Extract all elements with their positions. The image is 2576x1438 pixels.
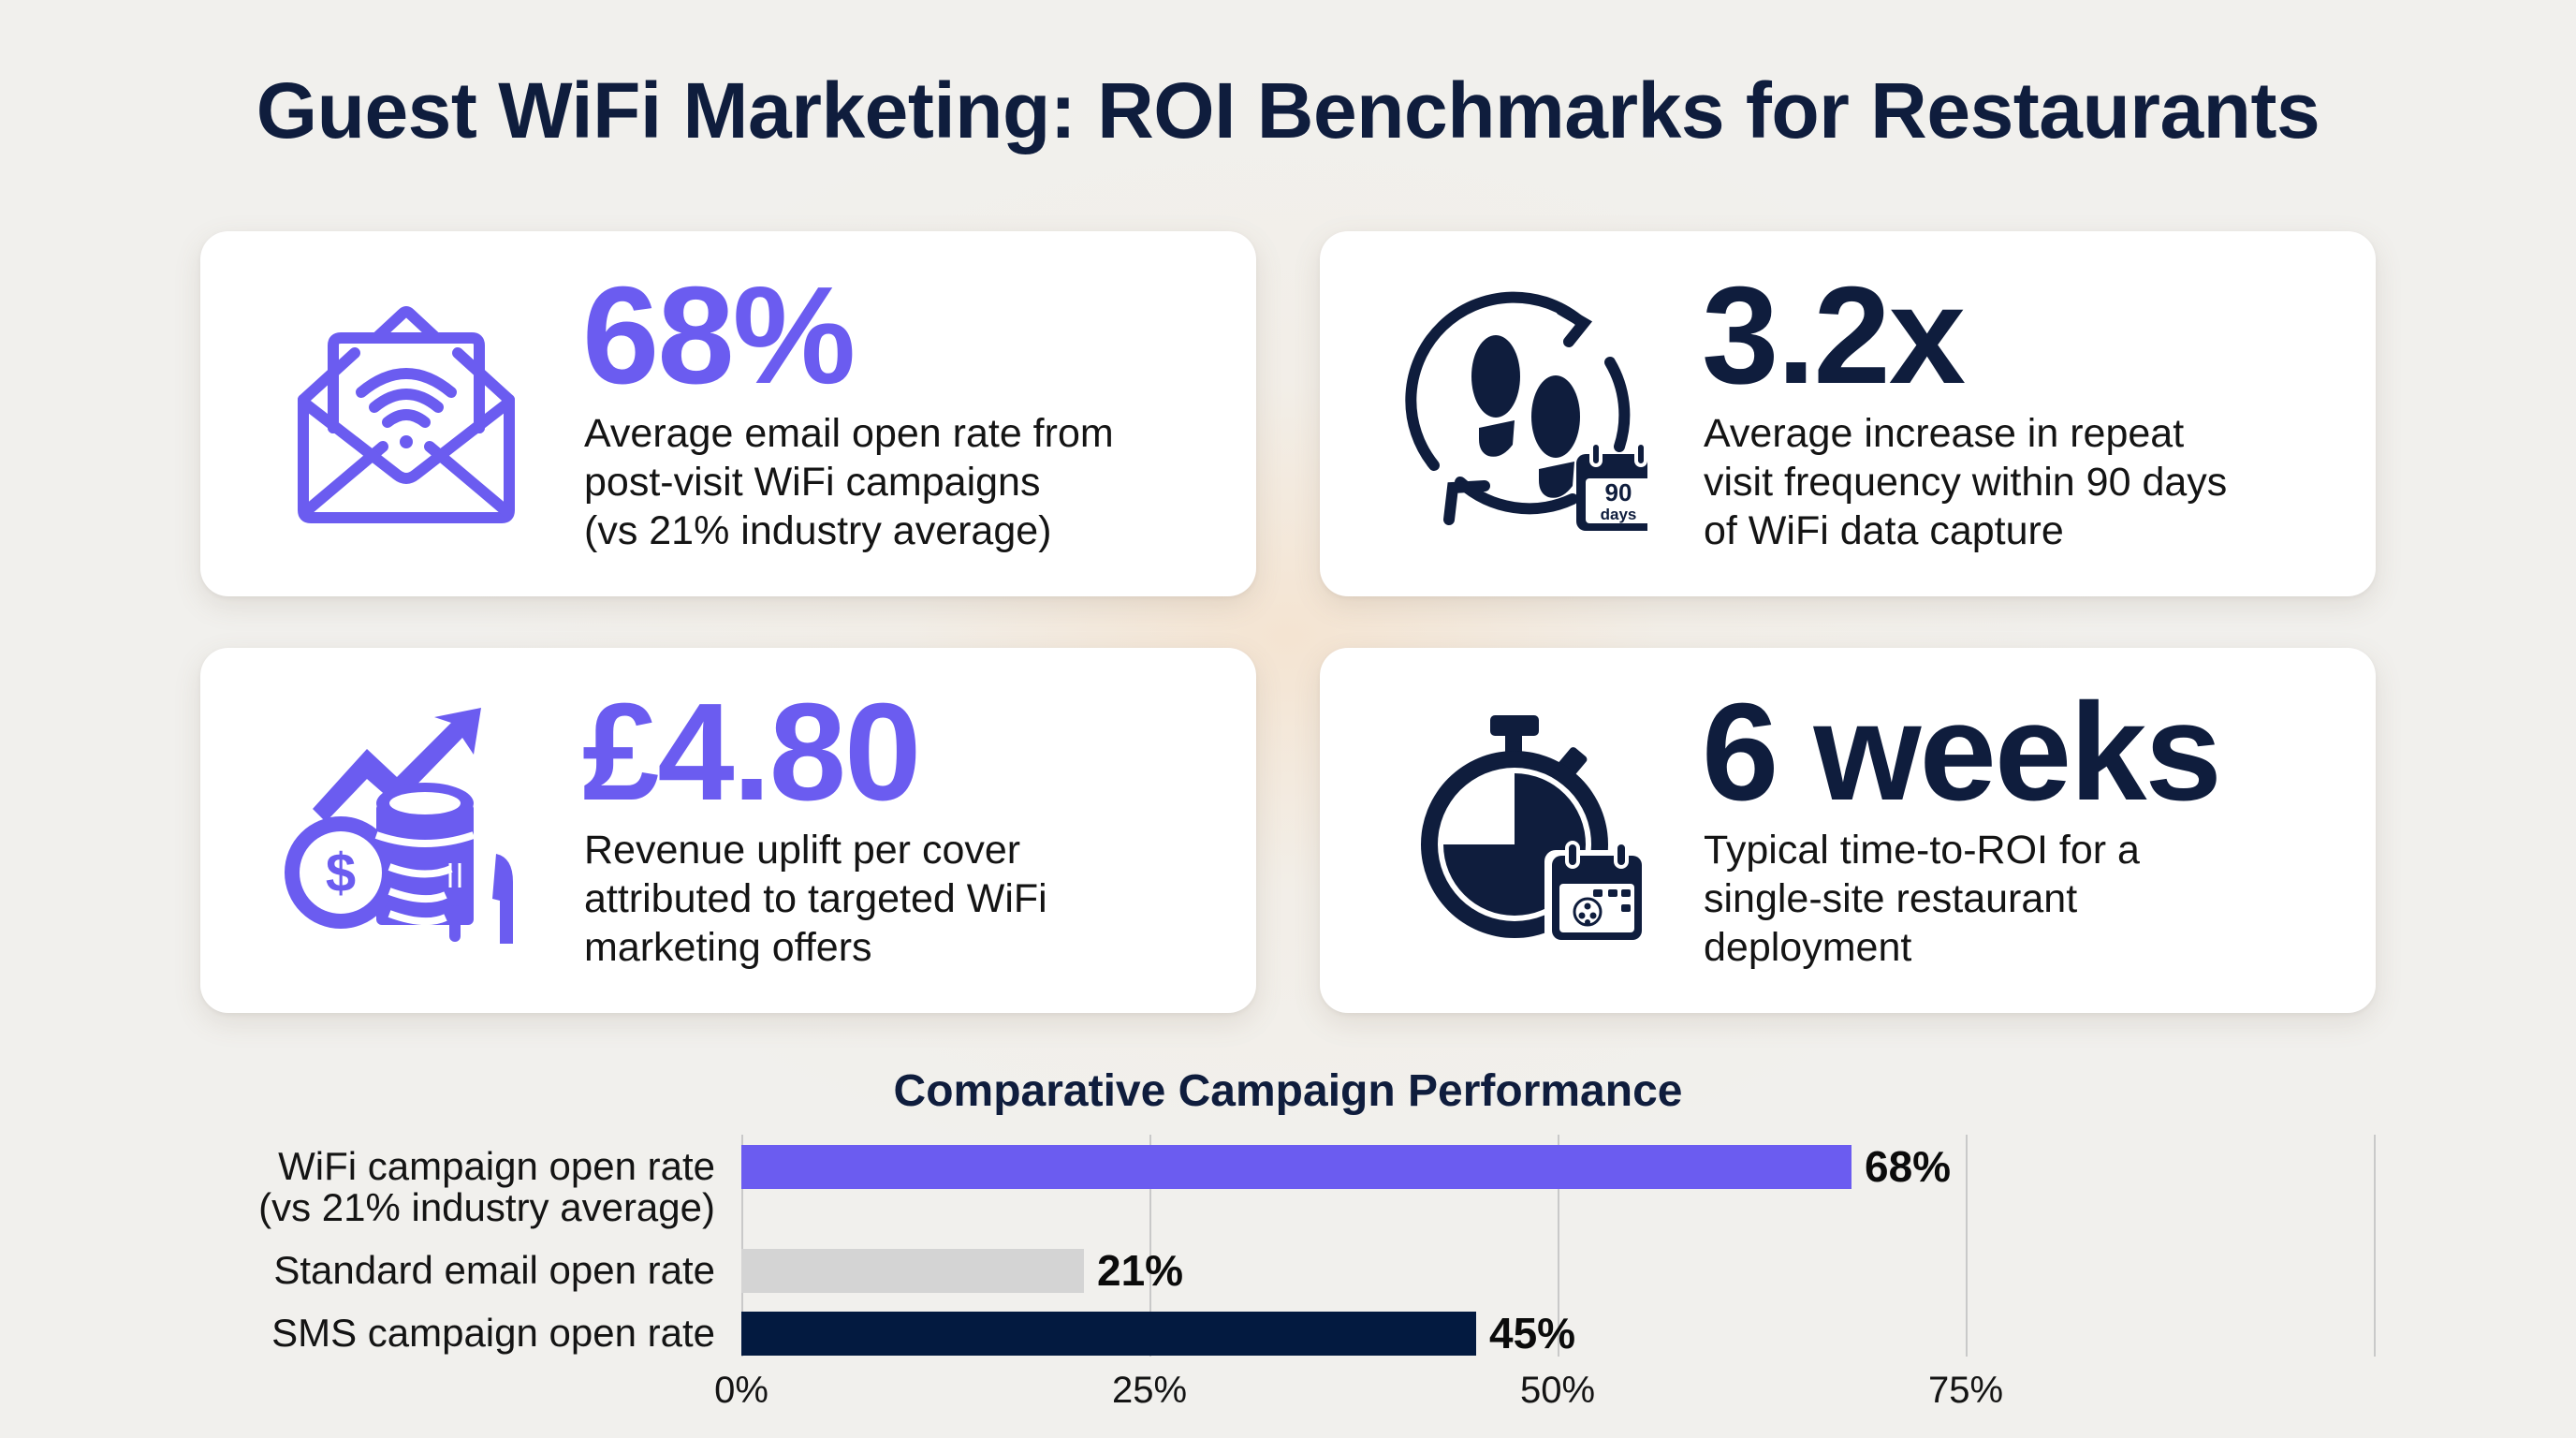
revenue-growth-coins-cutlery-icon: $ [285,704,528,947]
stat-card-revenue-uplift: $ £4.80 Revenue uplift per cover attribu… [200,648,1256,1013]
desc-line: deployment [1704,925,1912,970]
category-label-wifi: WiFi campaign open rate (vs 21% industry… [258,1146,715,1228]
desc-line: of WiFi data capture [1704,508,2064,553]
stat-description: Revenue uplift per cover attributed to t… [584,826,1221,972]
desc-line: Average increase in repeat [1704,411,2185,456]
bar-chart-plot-area: 68% 21% 45% [741,1135,2376,1357]
category-label-standard-email: Standard email open rate [273,1248,715,1292]
stat-value: £4.80 [582,675,921,829]
stat-card-time-to-roi: 6 weeks Typical time-to-ROI for a single… [1320,648,2376,1013]
calendar-badge-number: 90 [1605,478,1632,506]
stat-description: Typical time-to-ROI for a single-site re… [1704,826,2340,972]
gridline-25 [1149,1135,1151,1357]
bar-wifi-campaign [741,1145,1852,1189]
bar-value-label: 45% [1489,1309,1576,1357]
bar-value-label: 68% [1865,1142,1952,1191]
desc-line: single-site restaurant [1704,876,2078,921]
category-label-sms: SMS campaign open rate [271,1311,715,1355]
stat-card-repeat-visits: 90 days 3.2x Average increase in repeat … [1320,231,2376,596]
envelope-wifi-icon [285,287,528,531]
x-tick-label: 50% [1519,1370,1596,1411]
svg-text:$: $ [326,843,356,903]
stat-value: 68% [582,258,856,413]
desc-line: visit frequency within 90 days [1704,460,2228,505]
desc-line: post-visit WiFi campaigns [584,460,1041,505]
desc-line: Average email open rate from [584,411,1114,456]
stat-description: Average increase in repeat visit frequen… [1704,409,2340,555]
stat-value: 3.2x [1702,258,1966,413]
gridline-0 [741,1135,743,1357]
chart-title: Comparative Campaign Performance [893,1066,1683,1116]
x-tick-label: 25% [1111,1370,1188,1411]
footsteps-cycle-calendar-icon: 90 days [1404,287,1661,531]
bar-standard-email [741,1249,1084,1293]
stat-description: Average email open rate from post-visit … [584,409,1221,555]
category-label-line: WiFi campaign open rate [278,1144,715,1188]
desc-line: attributed to targeted WiFi [584,876,1047,921]
category-label-line: (vs 21% industry average) [258,1185,715,1229]
page-title: Guest WiFi Marketing: ROI Benchmarks for… [256,66,2320,154]
stat-value: 6 weeks [1702,675,2222,829]
calendar-badge-unit: days [1601,506,1637,523]
gridline-100 [2374,1135,2376,1357]
bar-value-label: 21% [1097,1246,1184,1295]
x-tick-label: 0% [714,1370,768,1411]
desc-line: Revenue uplift per cover [584,828,1021,873]
gridline-75 [1966,1135,1968,1357]
desc-line: (vs 21% industry average) [584,508,1052,553]
x-tick-label: 75% [1927,1370,2004,1411]
desc-line: marketing offers [584,925,872,970]
gridline-50 [1558,1135,1559,1357]
desc-line: Typical time-to-ROI for a [1704,828,2140,873]
stopwatch-calendar-icon [1404,704,1647,947]
stat-card-email-open-rate: 68% Average email open rate from post-vi… [200,231,1256,596]
bar-sms-campaign [741,1312,1476,1356]
